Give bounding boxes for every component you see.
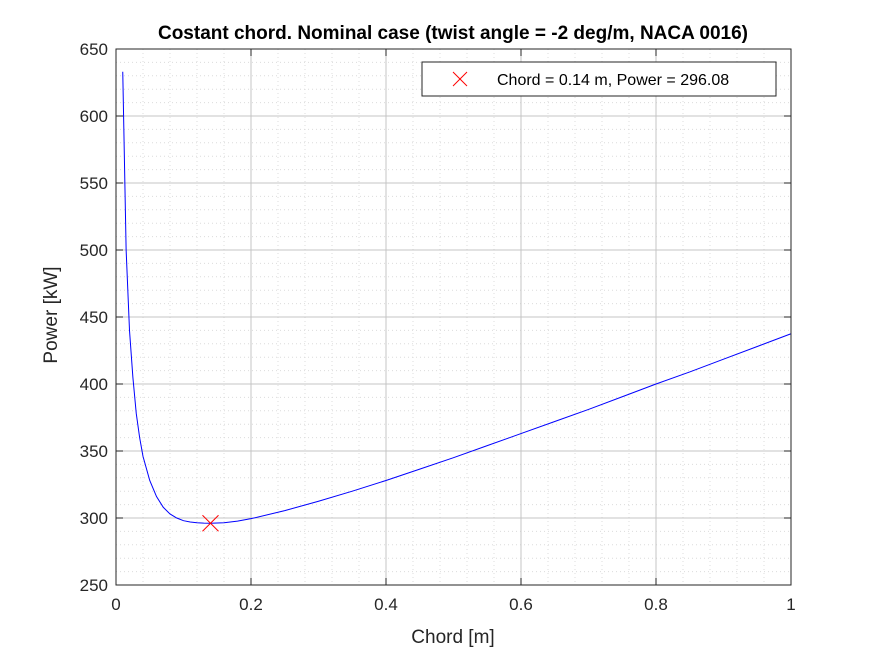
legend-marker-stroke [452, 71, 468, 87]
x-tick-label: 0.8 [644, 595, 668, 614]
min-marker [202, 514, 219, 532]
y-tick-label: 600 [80, 107, 108, 126]
legend-entry-label: Chord = 0.14 m, Power = 296.08 [497, 72, 729, 89]
x-axis-label: Chord [m] [411, 627, 494, 648]
x-tick-labels: 0 0.2 0.4 0.6 0.8 1 [111, 595, 795, 614]
y-tick-label: 550 [80, 174, 108, 193]
marker-stroke [202, 514, 219, 532]
legend: Chord = 0.14 m, Power = 296.08 [421, 61, 777, 97]
y-tick-label: 450 [80, 308, 108, 327]
y-tick-label: 400 [80, 375, 108, 394]
legend-box [421, 61, 777, 97]
y-tick-label: 300 [80, 509, 108, 528]
y-tick-label: 350 [80, 442, 108, 461]
x-tick-label: 0.2 [239, 595, 263, 614]
x-tick-label: 1 [786, 595, 795, 614]
ticks [115, 48, 792, 586]
y-axis-label: Power [kW] [41, 266, 62, 363]
y-tick-labels: 250 300 350 400 450 500 550 600 650 [80, 40, 108, 595]
y-tick-label: 650 [80, 40, 108, 59]
series-line [122, 71, 792, 524]
y-tick-label: 500 [80, 241, 108, 260]
x-tick-label: 0.4 [374, 595, 398, 614]
chart-title: Costant chord. Nominal case (twist angle… [158, 23, 748, 44]
y-tick-label: 250 [80, 576, 108, 595]
x-tick-label: 0 [111, 595, 120, 614]
x-tick-label: 0.6 [509, 595, 533, 614]
legend-marker-icon [452, 71, 468, 87]
